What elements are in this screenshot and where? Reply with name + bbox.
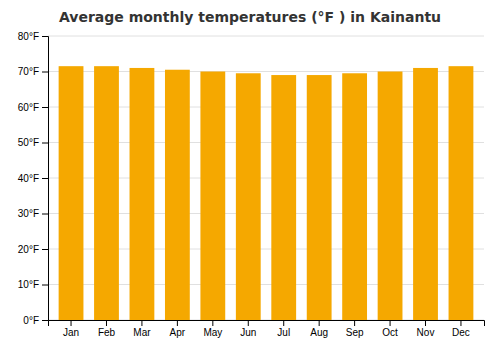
tick: Dec xyxy=(452,320,470,338)
tick-mark xyxy=(425,320,426,326)
tick-mark xyxy=(319,320,320,326)
tick: Jul xyxy=(277,320,290,338)
bar xyxy=(236,73,261,320)
tick-mark xyxy=(460,320,461,326)
tick-label: 20°F xyxy=(18,244,39,255)
chart: 0°F 10°F 20°F 30°F 40°F 50°F 60°F 70°F 80°F Jan Fe… xyxy=(0,0,500,350)
tick-mark xyxy=(390,320,391,326)
tick-mark xyxy=(354,320,355,326)
tick: Feb xyxy=(98,320,116,338)
bar xyxy=(271,75,296,320)
tick: Apr xyxy=(170,320,186,338)
tick: 20°F xyxy=(18,244,48,255)
axis-line xyxy=(42,37,49,321)
tick: 0°F xyxy=(23,315,48,326)
bar xyxy=(200,72,225,321)
title: Average monthly temperatures (°F ) in Ka… xyxy=(59,9,441,25)
tick: Sep xyxy=(346,320,364,338)
tick-label: 30°F xyxy=(18,208,39,219)
bar xyxy=(94,66,119,320)
tick: Jan xyxy=(63,320,79,338)
tick: Oct xyxy=(382,320,398,338)
tick: 30°F xyxy=(18,208,48,219)
tick-label: Nov xyxy=(417,327,435,338)
tick-mark xyxy=(177,320,178,326)
bar xyxy=(130,68,155,320)
tick-label: 10°F xyxy=(18,279,39,290)
tick-label: May xyxy=(203,327,222,338)
tick-mark xyxy=(42,285,48,286)
tick-label: 0°F xyxy=(23,315,39,326)
tick-mark xyxy=(248,320,249,326)
tick-label: Oct xyxy=(382,327,398,338)
tick: 70°F xyxy=(18,66,48,77)
bar xyxy=(378,72,403,321)
tick: Nov xyxy=(417,320,435,338)
grid-line xyxy=(48,36,484,37)
tick-mark xyxy=(42,72,48,73)
tick-label: Jul xyxy=(277,327,290,338)
tick-mark xyxy=(42,249,48,250)
tick-mark xyxy=(42,143,48,144)
tick: 10°F xyxy=(18,279,48,290)
tick: 50°F xyxy=(18,137,48,148)
bar xyxy=(307,75,332,320)
tick: 80°F xyxy=(18,31,48,42)
bar xyxy=(165,70,190,320)
bar xyxy=(449,66,474,320)
x-axis: Jan Feb Mar Apr May Jun Jul Aug Sep Oct Nov Dec xyxy=(49,320,485,338)
tick-label: Jun xyxy=(240,327,256,338)
tick-label: 50°F xyxy=(18,137,39,148)
bar xyxy=(413,68,438,320)
tick-mark xyxy=(42,214,48,215)
bars xyxy=(59,66,474,320)
tick-mark xyxy=(42,320,48,321)
tick-label: Jan xyxy=(63,327,79,338)
bar xyxy=(342,73,367,320)
y-axis: 0°F 10°F 20°F 30°F 40°F 50°F 60°F 70°F 80°F xyxy=(18,31,49,326)
tick-label: Aug xyxy=(310,327,328,338)
tick-label: 60°F xyxy=(18,102,39,113)
tick-label: Feb xyxy=(98,327,116,338)
tick-mark xyxy=(212,320,213,326)
tick: Aug xyxy=(310,320,328,338)
tick: Jun xyxy=(240,320,256,338)
tick-mark xyxy=(71,320,72,326)
tick-label: Apr xyxy=(170,327,186,338)
bar xyxy=(59,66,84,320)
plot: 0°F 10°F 20°F 30°F 40°F 50°F 60°F 70°F 80°F Jan Fe… xyxy=(18,31,485,338)
tick-mark xyxy=(106,320,107,326)
tick: Mar xyxy=(133,320,151,338)
tick-label: 40°F xyxy=(18,173,39,184)
tick: 60°F xyxy=(18,102,48,113)
tick-label: Sep xyxy=(346,327,364,338)
tick: 40°F xyxy=(18,173,48,184)
tick-mark xyxy=(42,107,48,108)
tick-label: 70°F xyxy=(18,66,39,77)
tick-mark xyxy=(141,320,142,326)
tick-label: Mar xyxy=(133,327,151,338)
tick-mark xyxy=(283,320,284,326)
axis-line xyxy=(49,321,485,327)
tick-mark xyxy=(42,36,48,37)
tick: May xyxy=(203,320,222,338)
grid xyxy=(48,36,484,320)
tick-label: Dec xyxy=(452,327,470,338)
tick-mark xyxy=(42,178,48,179)
tick-label: 80°F xyxy=(18,31,39,42)
